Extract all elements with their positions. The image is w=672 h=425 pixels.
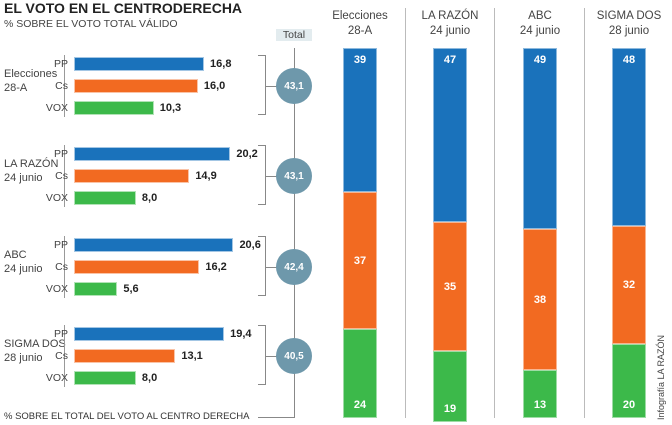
bar-vox bbox=[74, 371, 136, 385]
bar-pp bbox=[74, 327, 225, 341]
value-label: 16,0 bbox=[203, 80, 226, 92]
bar-cs bbox=[74, 349, 176, 363]
segment-cs: 37 bbox=[343, 192, 377, 330]
party-label: PP bbox=[53, 58, 68, 70]
value-label: 16,8 bbox=[210, 58, 232, 70]
bracket-connector bbox=[266, 356, 278, 357]
segment-pp: 47 bbox=[433, 48, 467, 222]
bar-cs bbox=[74, 169, 190, 183]
value-label: 20,2 bbox=[236, 148, 258, 160]
column-header-line2: 24 junio bbox=[519, 25, 561, 37]
group-label-line2: 24 junio bbox=[4, 263, 43, 275]
credit: Infografía LA RAZÓN bbox=[656, 334, 666, 420]
chart-title: EL VOTO EN EL CENTRODERECHA bbox=[4, 0, 243, 16]
party-label: VOX bbox=[45, 283, 68, 295]
group-label-line2: 28-A bbox=[4, 82, 28, 94]
segment-cs: 38 bbox=[523, 229, 557, 370]
value-label: 16,2 bbox=[205, 261, 227, 273]
column-divider bbox=[584, 8, 585, 418]
bar-pp bbox=[74, 57, 205, 71]
value-label: 8,0 bbox=[141, 372, 158, 384]
value-label: 20,6 bbox=[239, 239, 261, 251]
group-label-line2: 28 junio bbox=[4, 352, 43, 364]
column-header-line2: 28 junio bbox=[608, 25, 650, 37]
segment-vox: 19 bbox=[433, 351, 467, 422]
bar-cs bbox=[74, 260, 200, 274]
group-label-line1: Elecciones bbox=[4, 68, 58, 80]
value-label: 8,0 bbox=[141, 192, 158, 204]
column-header-line1: SIGMA DOS bbox=[596, 10, 662, 22]
chart-subtitle: % SOBRE EL VOTO TOTAL VÁLIDO bbox=[4, 18, 178, 30]
bar-vox bbox=[74, 101, 154, 115]
bar-pp bbox=[74, 147, 231, 161]
column-divider bbox=[494, 8, 495, 418]
column-header-line1: LA RAZÓN bbox=[421, 10, 479, 22]
total-circle: 40,5 bbox=[276, 338, 312, 374]
segment-cs: 35 bbox=[433, 221, 467, 352]
segment-vox: 24 bbox=[343, 329, 377, 418]
party-label: PP bbox=[53, 328, 68, 340]
segment-pp: 48 bbox=[612, 48, 646, 226]
total-circle: 43,1 bbox=[276, 158, 312, 194]
party-label: VOX bbox=[45, 102, 68, 114]
party-label: Cs bbox=[55, 261, 68, 273]
group-bracket bbox=[258, 236, 266, 296]
total-label: Total bbox=[276, 29, 312, 41]
group-label-line1: SIGMA DOS bbox=[4, 338, 66, 350]
bar-pp bbox=[74, 238, 234, 252]
party-label: PP bbox=[53, 239, 68, 251]
party-label: VOX bbox=[45, 192, 68, 204]
column-header-line1: ABC bbox=[528, 10, 552, 22]
column-header-line2: 24 junio bbox=[429, 25, 471, 37]
party-label: Cs bbox=[55, 170, 68, 182]
column-header-line2: 28-A bbox=[347, 25, 373, 37]
footer-arrow-line bbox=[258, 417, 294, 418]
value-label: 13,1 bbox=[181, 350, 203, 362]
group-separator bbox=[64, 236, 65, 298]
group-bracket bbox=[258, 55, 266, 115]
segment-pp: 49 bbox=[523, 48, 557, 230]
bar-vox bbox=[74, 282, 118, 296]
x-axis-label: % SOBRE EL TOTAL DEL VOTO AL CENTRO DERE… bbox=[4, 411, 250, 422]
party-label: VOX bbox=[45, 372, 68, 384]
bar-cs bbox=[74, 79, 198, 93]
total-circle: 43,1 bbox=[276, 68, 312, 104]
group-separator bbox=[64, 55, 65, 117]
group-separator bbox=[64, 325, 65, 387]
bracket-connector bbox=[266, 267, 278, 268]
column-header-line1: Elecciones bbox=[332, 10, 388, 22]
total-circle: 42,4 bbox=[276, 249, 312, 285]
party-label: Cs bbox=[55, 350, 68, 362]
bar-vox bbox=[74, 191, 136, 205]
group-bracket bbox=[258, 325, 266, 385]
group-label-line1: ABC bbox=[4, 249, 27, 261]
bracket-connector bbox=[266, 176, 278, 177]
group-bracket bbox=[258, 145, 266, 205]
total-axis-line bbox=[294, 48, 295, 418]
segment-cs: 32 bbox=[612, 225, 646, 344]
party-label: PP bbox=[53, 148, 68, 160]
group-separator bbox=[64, 145, 65, 207]
value-label: 5,6 bbox=[123, 283, 139, 295]
column-divider bbox=[405, 8, 406, 418]
group-label-line2: 24 junio bbox=[4, 172, 43, 184]
bracket-connector bbox=[266, 86, 278, 87]
segment-vox: 13 bbox=[523, 369, 557, 418]
value-label: 10,3 bbox=[159, 102, 182, 114]
value-label: 19,4 bbox=[230, 328, 252, 340]
segment-pp: 39 bbox=[343, 48, 377, 193]
value-label: 14,9 bbox=[195, 170, 217, 182]
party-label: Cs bbox=[55, 80, 68, 92]
segment-vox: 20 bbox=[612, 344, 646, 418]
group-label-line1: LA RAZÓN bbox=[4, 158, 59, 170]
